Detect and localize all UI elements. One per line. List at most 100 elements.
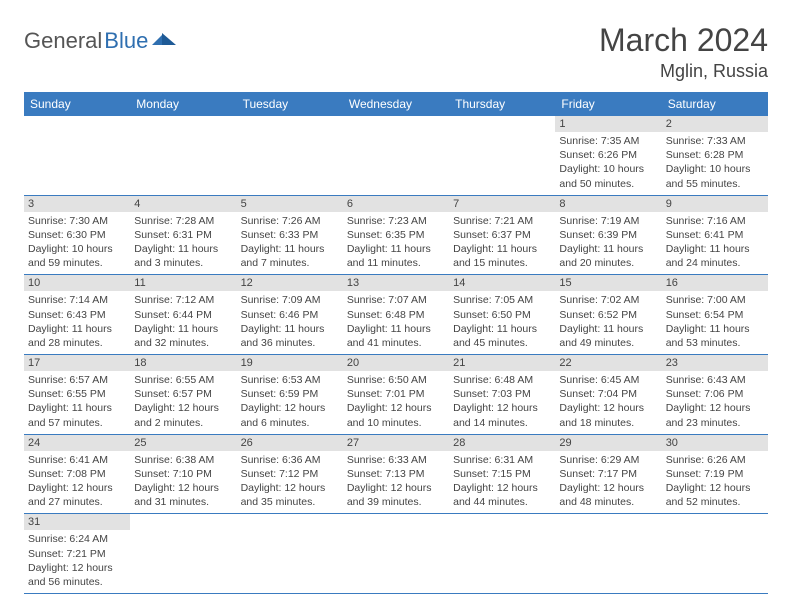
logo-text-general: General xyxy=(24,28,102,54)
day-data xyxy=(343,131,449,181)
day-number xyxy=(130,116,236,131)
calendar-day-cell: 25Sunrise: 6:38 AMSunset: 7:10 PMDayligh… xyxy=(130,434,236,514)
daylight-text: Daylight: 12 hours and 18 minutes. xyxy=(559,401,657,429)
sunset-text: Sunset: 6:30 PM xyxy=(28,228,126,242)
calendar-day-cell: 6Sunrise: 7:23 AMSunset: 6:35 PMDaylight… xyxy=(343,195,449,275)
day-number: 7 xyxy=(449,196,555,212)
calendar-day-cell xyxy=(130,514,236,594)
day-number: 25 xyxy=(130,435,236,451)
sunrise-text: Sunrise: 6:45 AM xyxy=(559,373,657,387)
day-data: Sunrise: 6:45 AMSunset: 7:04 PMDaylight:… xyxy=(555,371,661,434)
sunset-text: Sunset: 7:04 PM xyxy=(559,387,657,401)
calendar-day-cell: 28Sunrise: 6:31 AMSunset: 7:15 PMDayligh… xyxy=(449,434,555,514)
day-number: 6 xyxy=(343,196,449,212)
day-data: Sunrise: 7:09 AMSunset: 6:46 PMDaylight:… xyxy=(237,291,343,354)
sunset-text: Sunset: 6:46 PM xyxy=(241,308,339,322)
day-data: Sunrise: 7:26 AMSunset: 6:33 PMDaylight:… xyxy=(237,212,343,275)
daylight-text: Daylight: 12 hours and 44 minutes. xyxy=(453,481,551,509)
calendar-day-cell: 13Sunrise: 7:07 AMSunset: 6:48 PMDayligh… xyxy=(343,275,449,355)
day-data: Sunrise: 7:07 AMSunset: 6:48 PMDaylight:… xyxy=(343,291,449,354)
month-title: March 2024 xyxy=(599,22,768,59)
sunset-text: Sunset: 7:19 PM xyxy=(666,467,764,481)
daylight-text: Daylight: 12 hours and 39 minutes. xyxy=(347,481,445,509)
day-data: Sunrise: 7:28 AMSunset: 6:31 PMDaylight:… xyxy=(130,212,236,275)
calendar-day-cell xyxy=(449,514,555,594)
day-number: 24 xyxy=(24,435,130,451)
sunrise-text: Sunrise: 7:09 AM xyxy=(241,293,339,307)
day-number xyxy=(237,514,343,529)
day-number xyxy=(130,514,236,529)
weekday-header: Monday xyxy=(130,92,236,116)
day-data xyxy=(237,529,343,579)
day-data: Sunrise: 7:12 AMSunset: 6:44 PMDaylight:… xyxy=(130,291,236,354)
day-data: Sunrise: 7:14 AMSunset: 6:43 PMDaylight:… xyxy=(24,291,130,354)
daylight-text: Daylight: 12 hours and 52 minutes. xyxy=(666,481,764,509)
calendar-day-cell xyxy=(343,116,449,195)
calendar-table: Sunday Monday Tuesday Wednesday Thursday… xyxy=(24,92,768,594)
day-number: 23 xyxy=(662,355,768,371)
sunset-text: Sunset: 6:26 PM xyxy=(559,148,657,162)
day-number: 15 xyxy=(555,275,661,291)
day-number xyxy=(662,514,768,529)
sunrise-text: Sunrise: 7:30 AM xyxy=(28,214,126,228)
daylight-text: Daylight: 10 hours and 59 minutes. xyxy=(28,242,126,270)
day-data xyxy=(24,131,130,181)
sunrise-text: Sunrise: 7:21 AM xyxy=(453,214,551,228)
daylight-text: Daylight: 11 hours and 41 minutes. xyxy=(347,322,445,350)
sunset-text: Sunset: 7:15 PM xyxy=(453,467,551,481)
calendar-week-row: 3Sunrise: 7:30 AMSunset: 6:30 PMDaylight… xyxy=(24,195,768,275)
day-number: 13 xyxy=(343,275,449,291)
day-number xyxy=(237,116,343,131)
calendar-day-cell: 1Sunrise: 7:35 AMSunset: 6:26 PMDaylight… xyxy=(555,116,661,195)
weekday-header: Wednesday xyxy=(343,92,449,116)
calendar-day-cell xyxy=(662,514,768,594)
calendar-day-cell: 16Sunrise: 7:00 AMSunset: 6:54 PMDayligh… xyxy=(662,275,768,355)
sunset-text: Sunset: 6:33 PM xyxy=(241,228,339,242)
daylight-text: Daylight: 12 hours and 27 minutes. xyxy=(28,481,126,509)
calendar-day-cell: 26Sunrise: 6:36 AMSunset: 7:12 PMDayligh… xyxy=(237,434,343,514)
sunset-text: Sunset: 6:50 PM xyxy=(453,308,551,322)
daylight-text: Daylight: 12 hours and 14 minutes. xyxy=(453,401,551,429)
sunset-text: Sunset: 7:10 PM xyxy=(134,467,232,481)
sunrise-text: Sunrise: 7:07 AM xyxy=(347,293,445,307)
sunrise-text: Sunrise: 7:02 AM xyxy=(559,293,657,307)
calendar-day-cell: 23Sunrise: 6:43 AMSunset: 7:06 PMDayligh… xyxy=(662,355,768,435)
sunset-text: Sunset: 6:55 PM xyxy=(28,387,126,401)
day-number: 1 xyxy=(555,116,661,132)
calendar-day-cell xyxy=(555,514,661,594)
calendar-day-cell: 5Sunrise: 7:26 AMSunset: 6:33 PMDaylight… xyxy=(237,195,343,275)
day-number: 17 xyxy=(24,355,130,371)
weekday-header: Saturday xyxy=(662,92,768,116)
location-label: Mglin, Russia xyxy=(599,61,768,82)
day-data xyxy=(130,131,236,181)
daylight-text: Daylight: 12 hours and 10 minutes. xyxy=(347,401,445,429)
sunrise-text: Sunrise: 7:19 AM xyxy=(559,214,657,228)
calendar-day-cell: 7Sunrise: 7:21 AMSunset: 6:37 PMDaylight… xyxy=(449,195,555,275)
day-data: Sunrise: 7:23 AMSunset: 6:35 PMDaylight:… xyxy=(343,212,449,275)
sunset-text: Sunset: 6:59 PM xyxy=(241,387,339,401)
day-number: 16 xyxy=(662,275,768,291)
calendar-day-cell: 27Sunrise: 6:33 AMSunset: 7:13 PMDayligh… xyxy=(343,434,449,514)
day-data: Sunrise: 6:29 AMSunset: 7:17 PMDaylight:… xyxy=(555,451,661,514)
day-number: 31 xyxy=(24,514,130,530)
daylight-text: Daylight: 12 hours and 6 minutes. xyxy=(241,401,339,429)
day-data: Sunrise: 7:00 AMSunset: 6:54 PMDaylight:… xyxy=(662,291,768,354)
daylight-text: Daylight: 11 hours and 53 minutes. xyxy=(666,322,764,350)
day-number: 3 xyxy=(24,196,130,212)
calendar-day-cell xyxy=(24,116,130,195)
day-data: Sunrise: 6:55 AMSunset: 6:57 PMDaylight:… xyxy=(130,371,236,434)
sunrise-text: Sunrise: 6:57 AM xyxy=(28,373,126,387)
weekday-header: Friday xyxy=(555,92,661,116)
day-number xyxy=(555,514,661,529)
day-data: Sunrise: 6:33 AMSunset: 7:13 PMDaylight:… xyxy=(343,451,449,514)
day-data: Sunrise: 6:24 AMSunset: 7:21 PMDaylight:… xyxy=(24,530,130,593)
day-number: 5 xyxy=(237,196,343,212)
title-block: March 2024 Mglin, Russia xyxy=(599,22,768,82)
day-data xyxy=(130,529,236,579)
day-number: 20 xyxy=(343,355,449,371)
calendar-day-cell: 4Sunrise: 7:28 AMSunset: 6:31 PMDaylight… xyxy=(130,195,236,275)
calendar-day-cell: 29Sunrise: 6:29 AMSunset: 7:17 PMDayligh… xyxy=(555,434,661,514)
daylight-text: Daylight: 11 hours and 7 minutes. xyxy=(241,242,339,270)
sunrise-text: Sunrise: 6:31 AM xyxy=(453,453,551,467)
day-data: Sunrise: 7:33 AMSunset: 6:28 PMDaylight:… xyxy=(662,132,768,195)
